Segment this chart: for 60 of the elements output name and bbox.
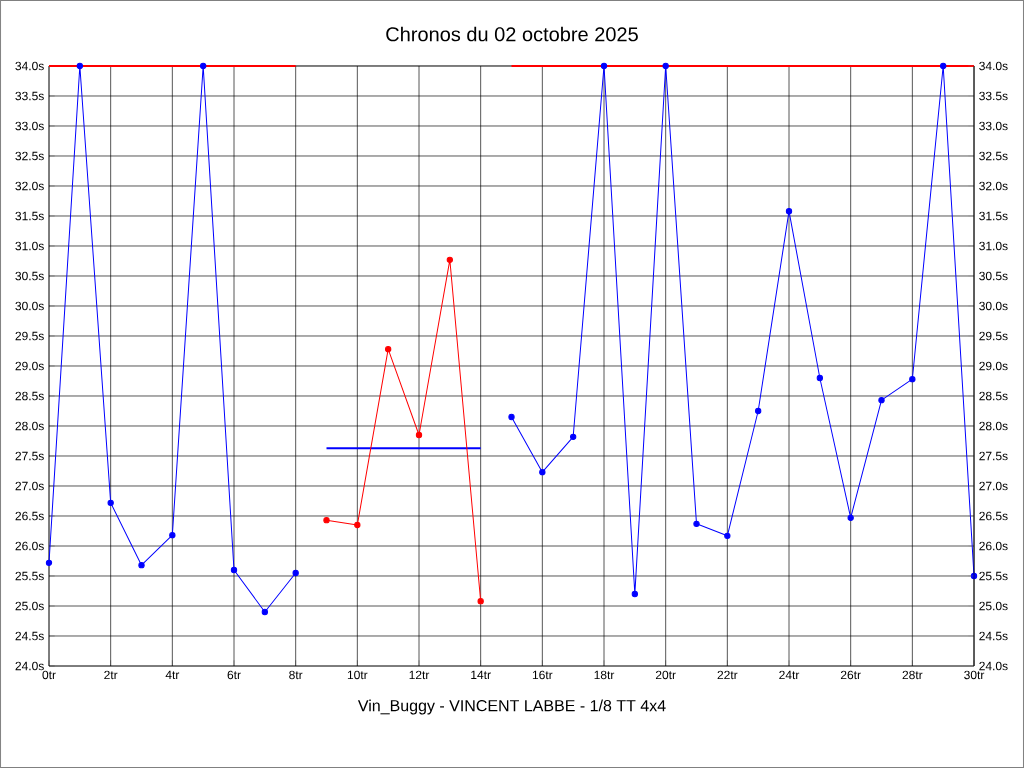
x-tick-label: 10tr [347,670,368,680]
y-tick-label: 29.0s [15,361,44,371]
y-tick-label: 33.0s [15,121,44,131]
x-tick-label: 24tr [779,670,800,680]
y-tick-label: 28.5s [15,391,44,401]
y-tick-label: 24.5s [15,631,44,641]
y-tick-label: 31.0s [15,241,44,251]
text: Vin_Buggy - VINCENT LABBE - 1/8 TT 4x4 [357,699,666,715]
y2-tick-label: 25.0s [979,601,1008,611]
x-tick-label: 8tr [289,670,303,680]
y-tick-label: 31.5s [15,211,44,221]
y2-tick-label: 28.5s [979,391,1008,401]
y2-tick-label: 29.5s [979,331,1008,341]
y-tick-label: 30.5s [15,271,44,281]
y-tick-label: 26.5s [15,511,44,521]
y-tick-label: 32.0s [15,181,44,191]
y2-tick-label: 31.0s [979,241,1008,251]
chart-title: Chronos du 02 octobre 2025 [386,26,638,42]
y-tick-label: 32.5s [15,151,44,161]
y2-tick-label: 32.5s [979,151,1008,161]
y2-tick-label: 34.0s [979,61,1008,71]
x-tick-label: 20tr [655,670,676,680]
y-tick-label: 30.0s [15,301,44,311]
x-tick-label: 6tr [227,670,241,680]
y2-tick-label: 33.5s [979,91,1008,101]
y2-tick-label: 28.0s [979,421,1008,431]
x-tick-label: 12tr [409,670,430,680]
x-tick-label: 0tr [42,670,56,680]
y-tick-label: 24.0s [15,661,44,671]
y-tick-label: 27.5s [15,451,44,461]
x-tick-label: 26tr [840,670,861,680]
y2-tick-label: 24.5s [979,631,1008,641]
y-tick-label: 28.0s [15,421,44,431]
y2-tick-label: 29.0s [979,361,1008,371]
y-tick-label: 27.0s [15,481,44,491]
x-tick-label: 18tr [594,670,615,680]
y2-tick-label: 31.5s [979,211,1008,221]
x-tick-label: 14tr [471,670,491,680]
y-tick-label: 25.0s [15,601,44,611]
y2-tick-label: 33.0s [979,121,1008,131]
y-tick-label: 26.0s [15,541,44,551]
y2-tick-label: 26.0s [979,541,1008,551]
x-tick-label: 30tr [964,670,985,680]
y-tick-label: 29.5s [15,331,44,341]
x-tick-label: 2tr [104,670,118,680]
x-tick-label: 16tr [532,670,553,680]
y-tick-label: 34.0s [15,61,44,71]
y-tick-label: 33.5s [15,91,44,101]
y2-tick-label: 26.5s [979,511,1008,521]
y2-tick-label: 27.5s [979,451,1008,461]
y2-tick-label: 25.5s [979,571,1008,581]
x-tick-label: 22tr [717,670,738,680]
x-tick-label: 28tr [902,670,923,680]
y2-tick-label: 30.0s [979,301,1008,311]
y2-tick-label: 32.0s [979,181,1008,191]
y2-tick-label: 27.0s [979,481,1008,491]
y2-tick-label: 24.0s [979,661,1008,671]
y2-tick-label: 30.5s [979,271,1008,281]
y-tick-label: 25.5s [15,571,44,581]
x-tick-label: 4tr [165,670,180,680]
